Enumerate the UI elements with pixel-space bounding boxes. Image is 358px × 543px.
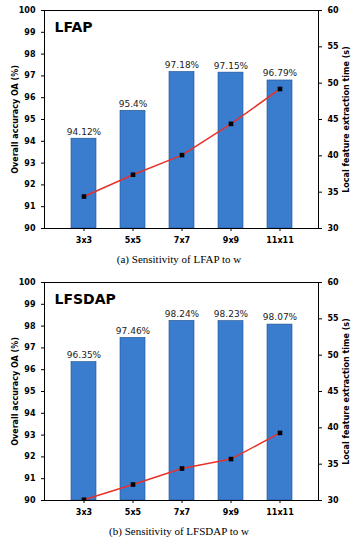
svg-text:96: 96 — [24, 93, 36, 102]
svg-text:98.24%: 98.24% — [165, 309, 200, 319]
svg-text:91: 91 — [24, 202, 36, 211]
svg-text:Local feature extraction time: Local feature extraction time (s) — [342, 318, 351, 464]
svg-text:90: 90 — [24, 224, 36, 233]
svg-text:91: 91 — [24, 474, 36, 483]
svg-text:98.23%: 98.23% — [214, 309, 249, 319]
svg-text:11x11: 11x11 — [266, 236, 294, 245]
svg-text:5x5: 5x5 — [125, 508, 142, 517]
svg-text:30: 30 — [328, 496, 340, 505]
svg-text:97.18%: 97.18% — [165, 60, 200, 70]
svg-text:100: 100 — [19, 278, 36, 287]
html-text:(a) Sensitivity of LFAP to w: (a) Sensitivity of LFAP to w — [116, 253, 242, 265]
svg-text:30: 30 — [328, 224, 340, 233]
svg-text:93: 93 — [24, 431, 35, 440]
svg-text:95: 95 — [24, 115, 36, 124]
svg-text:99: 99 — [24, 300, 36, 309]
svg-text:50: 50 — [328, 351, 340, 360]
svg-text:11x11: 11x11 — [266, 508, 294, 517]
svg-text:93: 93 — [24, 159, 35, 168]
svg-text:96.35%: 96.35% — [67, 350, 102, 360]
svg-text:92: 92 — [24, 452, 35, 461]
svg-text:96: 96 — [24, 365, 36, 374]
svg-text:60: 60 — [328, 278, 340, 287]
svg-text:40: 40 — [328, 151, 340, 160]
svg-text:35: 35 — [328, 460, 340, 469]
svg-text:98.07%: 98.07% — [263, 312, 298, 322]
svg-text:95: 95 — [24, 387, 36, 396]
svg-text:98: 98 — [24, 322, 36, 331]
svg-text:97: 97 — [24, 343, 35, 352]
svg-text:Local feature extraction time: Local feature extraction time (s) — [342, 46, 351, 192]
svg-text:7x7: 7x7 — [174, 508, 190, 517]
html-text:(b) Sensitivity of LFSDAP to w: (b) Sensitivity of LFSDAP to w — [109, 525, 249, 537]
svg-text:100: 100 — [19, 6, 36, 15]
svg-text:99: 99 — [24, 28, 36, 37]
svg-text:40: 40 — [328, 423, 340, 432]
svg-text:50: 50 — [328, 79, 340, 88]
svg-text:96.79%: 96.79% — [263, 68, 298, 78]
svg-text:95.4%: 95.4% — [119, 99, 148, 109]
svg-text:LFAP: LFAP — [55, 19, 93, 35]
svg-text:7x7: 7x7 — [174, 236, 190, 245]
svg-text:92: 92 — [24, 180, 35, 189]
svg-text:9x9: 9x9 — [223, 508, 240, 517]
svg-text:97: 97 — [24, 71, 35, 80]
svg-text:Overall accuracy OA (%): Overall accuracy OA (%) — [11, 65, 20, 174]
svg-text:3x3: 3x3 — [76, 508, 92, 517]
svg-text:60: 60 — [328, 6, 340, 15]
svg-text:55: 55 — [328, 42, 340, 51]
svg-text:3x3: 3x3 — [76, 236, 92, 245]
svg-text:94.12%: 94.12% — [67, 127, 102, 137]
svg-text:LFSDAP: LFSDAP — [55, 291, 116, 307]
svg-text:97.15%: 97.15% — [214, 61, 249, 71]
svg-text:45: 45 — [328, 115, 340, 124]
svg-text:45: 45 — [328, 387, 340, 396]
svg-text:35: 35 — [328, 188, 340, 197]
svg-text:90: 90 — [24, 496, 36, 505]
svg-text:55: 55 — [328, 314, 340, 323]
svg-text:94: 94 — [24, 137, 36, 146]
svg-text:Overall accuracy OA (%): Overall accuracy OA (%) — [11, 337, 20, 446]
svg-text:9x9: 9x9 — [223, 236, 240, 245]
svg-text:94: 94 — [24, 409, 36, 418]
svg-text:98: 98 — [24, 50, 36, 59]
svg-text:5x5: 5x5 — [125, 236, 142, 245]
svg-text:97.46%: 97.46% — [116, 326, 151, 336]
